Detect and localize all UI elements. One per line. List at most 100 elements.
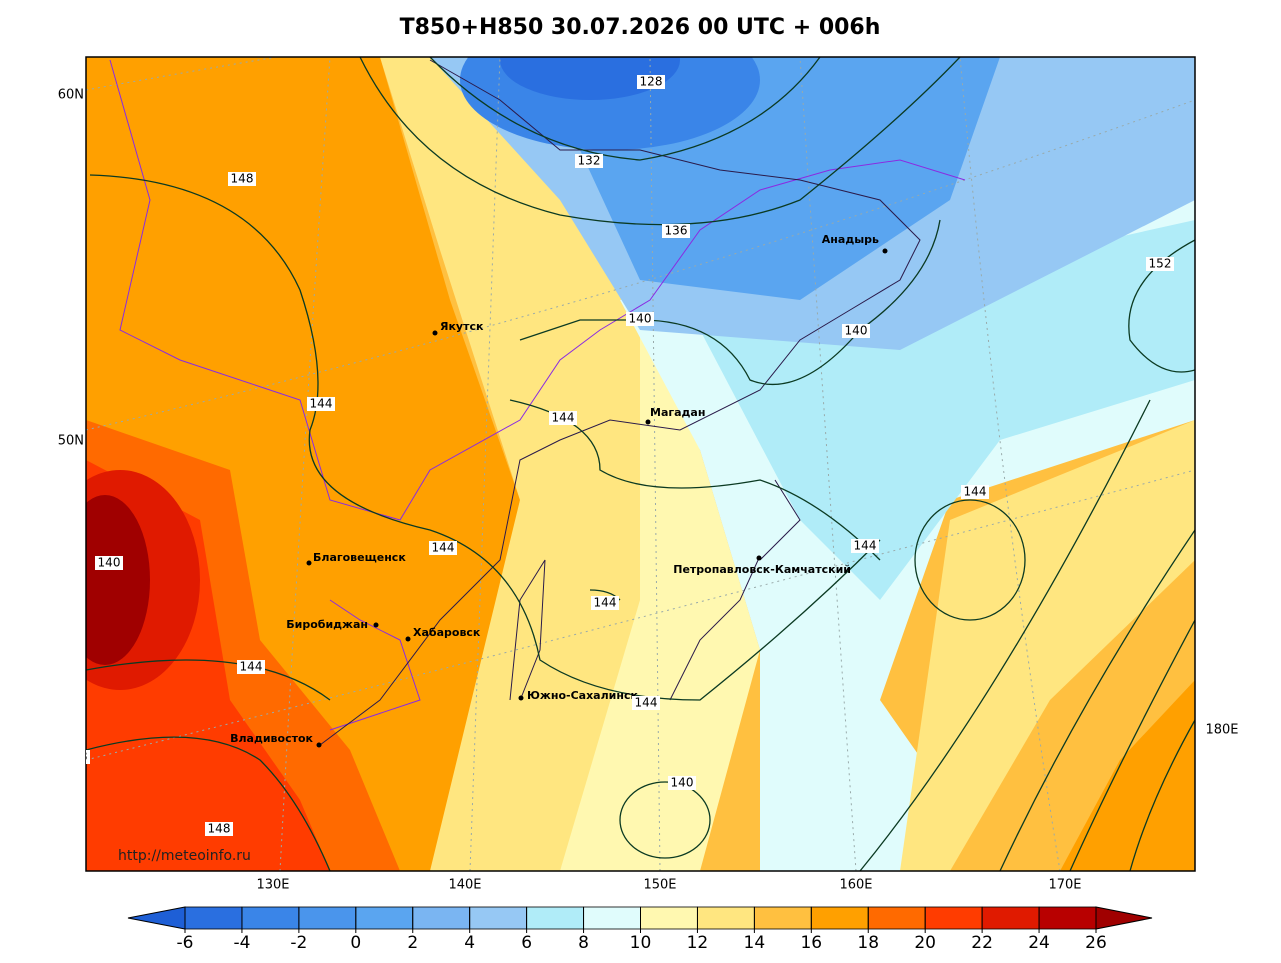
map-title: T850+H850 30.07.2026 00 UTC + 006h bbox=[400, 15, 881, 40]
contour-label-bg bbox=[549, 411, 577, 425]
city-dot bbox=[405, 636, 411, 642]
contour-label-bg bbox=[668, 776, 696, 790]
city-label: Якутск bbox=[440, 320, 484, 333]
contour-label: 144 bbox=[635, 696, 658, 710]
colorbar-segment bbox=[1038, 906, 1097, 930]
colorbar-segment bbox=[867, 906, 926, 930]
contour-label: 128 bbox=[640, 75, 663, 89]
contour-label-bg bbox=[851, 539, 879, 553]
contour-label-bg bbox=[205, 822, 233, 836]
colorbar-tick-label: -6 bbox=[177, 933, 194, 953]
colorbar-tick-label: 6 bbox=[521, 933, 532, 953]
colorbar-tick-label: 18 bbox=[857, 933, 879, 953]
temperature-field bbox=[86, 57, 1195, 871]
lon-label: 180E bbox=[1205, 723, 1238, 738]
contour-label: 140 bbox=[845, 324, 868, 338]
colorbar-tick-label: 26 bbox=[1085, 933, 1107, 953]
lon-label: 160E bbox=[839, 878, 872, 893]
colorbar-segment bbox=[298, 906, 357, 930]
colorbar-segment bbox=[810, 906, 869, 930]
colorbar-tick-label: 16 bbox=[800, 933, 822, 953]
city-label: Южно-Сахалинск bbox=[527, 689, 638, 702]
contour-label-bg bbox=[86, 750, 90, 764]
city-label: Магадан bbox=[650, 406, 705, 419]
contour-label: 144 bbox=[310, 397, 333, 411]
contour-label: 148 bbox=[231, 172, 254, 186]
colorbar-tick-label: 14 bbox=[744, 933, 766, 953]
colorbar-segment bbox=[184, 906, 243, 930]
contour-label-bg bbox=[662, 224, 690, 238]
contour-label: 132 bbox=[578, 154, 601, 168]
colorbar-segment bbox=[469, 906, 528, 930]
colorbar-segment bbox=[526, 906, 584, 930]
colorbar-segment bbox=[412, 906, 471, 930]
colorbar-tick-label: 10 bbox=[630, 933, 652, 953]
city-dot bbox=[373, 622, 379, 628]
city-dot bbox=[756, 555, 762, 561]
colorbar-segment bbox=[924, 906, 983, 930]
city-label: Благовещенск bbox=[313, 551, 406, 564]
colorbar-segment bbox=[697, 906, 755, 930]
contour-label-bg bbox=[591, 596, 619, 610]
city-dot bbox=[432, 330, 438, 336]
contour-label: 144 bbox=[240, 660, 263, 674]
colorbar-tick-label: 20 bbox=[914, 933, 936, 953]
lon-label: 150E bbox=[643, 878, 676, 893]
contour-label: 140 bbox=[98, 556, 121, 570]
city-label: Владивосток bbox=[230, 732, 313, 745]
city-dot bbox=[306, 560, 312, 566]
colorbar-segment bbox=[981, 906, 1040, 930]
colorbar-end bbox=[127, 906, 186, 930]
contour-label-bg bbox=[637, 75, 665, 89]
contour-labels: 128 132 136 140 140 148 144 144 152 144 144 144 144 1… bbox=[65, 75, 1174, 836]
contour-label-bg bbox=[228, 172, 256, 186]
lon-label: 140E bbox=[448, 878, 481, 893]
map-frame bbox=[85, 56, 1196, 872]
contour-label: 148 bbox=[208, 822, 231, 836]
colorbar-tick-label: 22 bbox=[971, 933, 993, 953]
contour-label-bg bbox=[626, 312, 654, 326]
colorbar-tick-label: 24 bbox=[1028, 933, 1050, 953]
city-label: Анадырь bbox=[822, 233, 879, 246]
contour-label: 144 bbox=[964, 485, 987, 499]
city-dot bbox=[645, 419, 651, 425]
colorbar-segment bbox=[583, 906, 641, 930]
contour-label: 140 bbox=[671, 776, 694, 790]
colorbar-segment bbox=[355, 906, 414, 930]
contour-label-bg bbox=[237, 660, 265, 674]
colorbar-segment bbox=[640, 906, 698, 930]
lat-label: 60N bbox=[58, 88, 84, 103]
contour-label-bg bbox=[95, 556, 123, 570]
contour-label: 148 bbox=[65, 750, 88, 764]
colorbar-tick-label: -4 bbox=[233, 933, 250, 953]
lon-label: 170E bbox=[1048, 878, 1081, 893]
colorbar-tick-label: 4 bbox=[464, 933, 475, 953]
city-dot bbox=[882, 248, 888, 254]
contour-label-bg bbox=[1146, 257, 1174, 271]
lon-label: 130E bbox=[256, 878, 289, 893]
colorbar-segment bbox=[241, 906, 300, 930]
contour-label-bg bbox=[961, 485, 989, 499]
colorbar-tick-label: -2 bbox=[290, 933, 307, 953]
contour-label-bg bbox=[632, 696, 660, 710]
contour-label-bg bbox=[307, 397, 335, 411]
colorbar-segment bbox=[753, 906, 812, 930]
city-label: Петропавловск-Камчатский bbox=[673, 563, 851, 576]
contour-label: 144 bbox=[552, 411, 575, 425]
contour-label: 140 bbox=[629, 312, 652, 326]
contour-label: 144 bbox=[854, 539, 877, 553]
colorbar-tick-label: 8 bbox=[578, 933, 589, 953]
colorbar-tick-label: 12 bbox=[687, 933, 709, 953]
city-label: Биробиджан bbox=[286, 618, 368, 631]
contour-label-bg bbox=[429, 541, 457, 555]
city-dot bbox=[316, 742, 322, 748]
colorbar-tick-label: 2 bbox=[407, 933, 418, 953]
contour-label: 152 bbox=[1149, 257, 1172, 271]
contour-label: 144 bbox=[432, 541, 455, 555]
colorbar-tick-label: 0 bbox=[350, 933, 361, 953]
contour-label-bg bbox=[575, 154, 603, 168]
contour-label: 136 bbox=[665, 224, 688, 238]
contour-label-bg bbox=[842, 324, 870, 338]
colorbar-end bbox=[1095, 906, 1153, 930]
